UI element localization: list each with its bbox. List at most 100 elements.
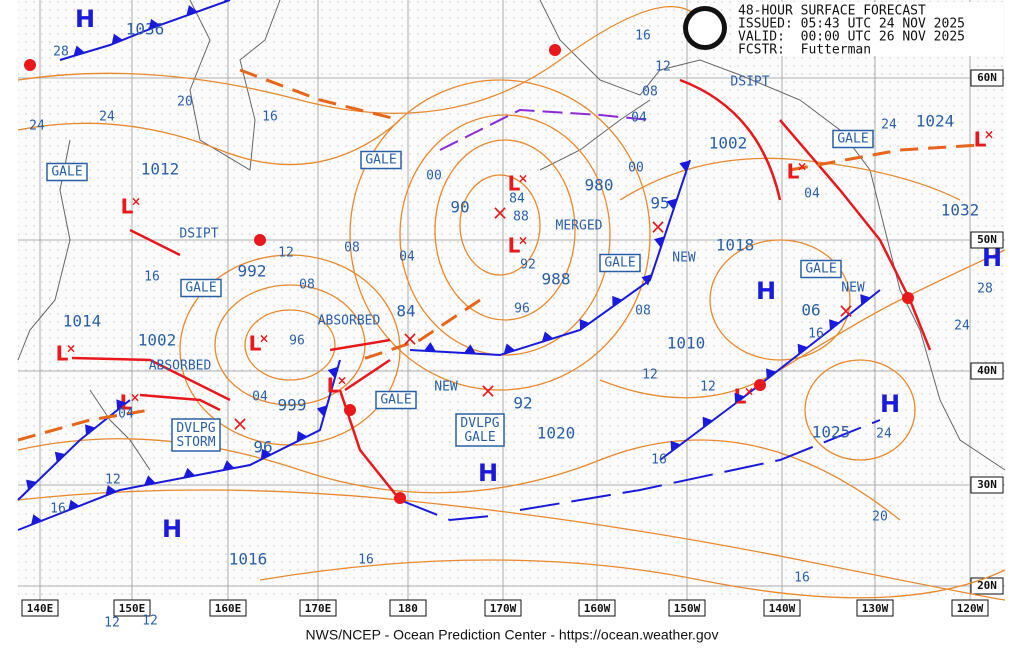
isobar-label: 12 — [142, 614, 158, 629]
center-pressure: 988 — [542, 270, 571, 289]
lat-label: 20N — [977, 579, 997, 592]
cold-front-pip — [797, 343, 808, 355]
cold-front-pip — [186, 5, 198, 16]
warning-box — [360, 150, 402, 170]
cold-front-pip — [222, 460, 235, 471]
warning-box — [375, 390, 417, 410]
low-cross: × — [66, 342, 76, 356]
annotation: NEW — [434, 380, 458, 395]
low-center: L — [508, 234, 521, 258]
high-center: H — [756, 277, 776, 305]
isobar-label: 00 — [628, 161, 644, 176]
lat-label-box — [970, 362, 1004, 380]
low-cross: × — [131, 195, 141, 209]
lon-label-box — [209, 599, 247, 617]
isobar-label: 16 — [651, 453, 667, 468]
center-pressure: 992 — [238, 262, 267, 281]
high-center: H — [75, 5, 95, 33]
low-cross: × — [518, 234, 528, 248]
annotation: NEW — [672, 251, 696, 266]
lat-label: 30N — [977, 478, 997, 491]
cold-front-pip — [148, 18, 160, 30]
cold-front-pip — [579, 319, 590, 330]
cold-front-pip — [316, 405, 328, 417]
isobar-label: 96 — [289, 334, 305, 349]
center-pressure: 1012 — [141, 160, 180, 179]
isobar-label: 08 — [299, 278, 315, 293]
warning-box — [599, 253, 641, 273]
noaa-logo-inner — [688, 11, 722, 45]
isobar-label: 04 — [631, 111, 647, 126]
storm-position: × — [650, 215, 667, 239]
cold-front-pip — [31, 514, 43, 525]
lon-label: 140W — [769, 602, 796, 615]
cold-front-pip — [666, 198, 678, 210]
cold-front-pip — [734, 392, 745, 404]
lon-label: 120W — [957, 602, 984, 615]
cold-front-pip — [463, 344, 476, 354]
cold-front-pip — [296, 430, 308, 442]
center-pressure: 1018 — [716, 236, 755, 255]
isobar-label: 04 — [118, 407, 134, 422]
cold-front-pip — [85, 424, 96, 436]
header-box: 48-HOUR SURFACE FORECAST ISSUED: 05:43 U… — [683, 2, 1003, 58]
storm-position: × — [402, 327, 419, 351]
map-labels: HHHHHH×L×L×L×L×L×L×L×L×L×L××××××10361012… — [29, 5, 1002, 631]
isobar-label: 20 — [177, 95, 193, 110]
lon-label-box — [578, 599, 616, 617]
low-center: L — [249, 332, 262, 356]
lat-label: 50N — [977, 233, 997, 246]
center-pressure: 1002 — [709, 134, 748, 153]
cold-front-pip — [111, 33, 123, 45]
center-pressure: 999 — [278, 396, 307, 415]
storm-position: × — [232, 412, 249, 436]
coastlines — [17, 0, 1006, 471]
lon-label: 130W — [862, 602, 889, 615]
isobar-label: 12 — [700, 380, 716, 395]
low-cross: × — [984, 128, 994, 142]
isobar-label: 28 — [977, 282, 993, 297]
isobar-label: 00 — [426, 169, 442, 184]
warning-label: GALE — [365, 153, 396, 168]
warning-label: GALE — [837, 132, 868, 147]
low-cross: × — [518, 172, 528, 186]
isobar-label: 12 — [278, 246, 294, 261]
lon-label-box — [299, 599, 337, 617]
center-pressure: 95 — [650, 194, 669, 213]
storm-position: × — [838, 299, 855, 323]
lon-label: 140E — [27, 602, 54, 615]
warning-label: DVLPG STORM — [176, 421, 215, 450]
low-cross: × — [259, 332, 269, 346]
lon-label: 150E — [119, 602, 146, 615]
isobar-label: 16 — [262, 110, 278, 125]
lon-label: 170W — [490, 602, 517, 615]
lon-label-box — [668, 599, 706, 617]
isobar-label: 16 — [50, 502, 66, 517]
center-pressure: 92 — [513, 394, 532, 413]
isobar-label: 16 — [808, 327, 824, 342]
high-center: H — [880, 390, 900, 418]
isobar-label: 16 — [635, 29, 651, 44]
lon-label-box — [389, 599, 427, 617]
warning-label: GALE — [185, 281, 216, 296]
cold-front-pip — [423, 342, 436, 352]
isobar-label: 24 — [876, 427, 892, 442]
cold-front-pip — [183, 467, 196, 478]
center-pressure: 1010 — [667, 334, 706, 353]
cold-front-pip — [73, 45, 85, 56]
low-center: L — [120, 391, 133, 415]
cold-front-pip — [702, 416, 713, 428]
center-pressure: 1016 — [229, 550, 268, 569]
lon-label-box — [951, 599, 989, 617]
lon-label-box — [856, 599, 894, 617]
lon-label: 160E — [215, 602, 242, 615]
header-forecaster: FCSTR: Futterman — [738, 43, 871, 58]
lon-label-box — [484, 599, 522, 617]
center-pressure: 1032 — [941, 201, 980, 220]
isobar-label: 28 — [53, 45, 69, 60]
cold-front-pip — [68, 499, 80, 511]
cold-front-pip — [860, 294, 871, 306]
isobar-label: 24 — [954, 319, 970, 334]
cold-front-pip — [766, 368, 777, 380]
isobar-label: 20 — [872, 510, 888, 525]
